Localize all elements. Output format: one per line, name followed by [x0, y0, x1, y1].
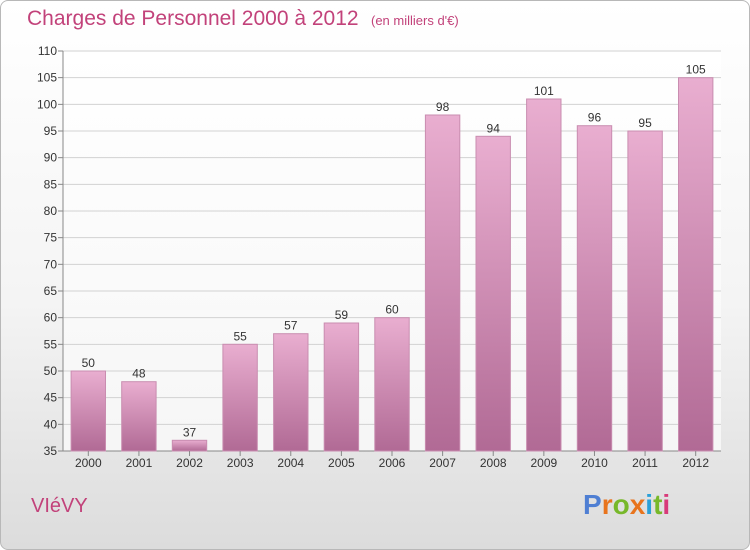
y-tick-label: 40	[44, 417, 58, 431]
data-label-2008: 94	[487, 121, 501, 135]
y-tick-label: 110	[38, 44, 57, 58]
x-tick-label-2003: 2003	[227, 456, 254, 470]
x-tick-label-2004: 2004	[277, 456, 304, 470]
x-tick-label-2010: 2010	[581, 456, 608, 470]
x-tick-label-2007: 2007	[429, 456, 456, 470]
bar-2002	[171, 439, 208, 452]
bar-2011	[627, 130, 663, 452]
bar-2008	[475, 135, 511, 452]
bar-2000	[70, 370, 106, 452]
y-tick-label: 75	[44, 231, 58, 245]
x-tick-label-2011: 2011	[632, 456, 658, 470]
data-label-2005: 59	[335, 308, 349, 322]
bar-2005	[323, 322, 360, 452]
data-label-2001: 48	[132, 367, 146, 381]
x-tick-label-2005: 2005	[328, 456, 355, 470]
logo-letter: i	[662, 489, 671, 520]
bar-2006	[374, 317, 410, 452]
data-label-2004: 57	[284, 319, 298, 333]
logo-letter: o	[612, 489, 630, 520]
bar-2003	[222, 343, 258, 452]
bar-2004	[273, 333, 309, 452]
data-label-2011: 95	[638, 116, 652, 130]
x-tick-label-2008: 2008	[480, 456, 507, 470]
place-name: VIéVY	[31, 495, 88, 517]
bar-2009	[526, 98, 562, 452]
proxiti-logo: Proxiti	[583, 489, 670, 521]
logo-letter: P	[583, 489, 602, 520]
y-tick-label: 85	[44, 177, 58, 191]
x-tick-label-2009: 2009	[530, 456, 557, 470]
logo-letter: i	[645, 489, 654, 520]
data-label-2012: 105	[686, 63, 706, 77]
logo-letter: r	[601, 489, 613, 520]
data-label-2002: 37	[183, 425, 197, 439]
data-label-2006: 60	[385, 303, 399, 317]
y-tick-label: 65	[44, 284, 58, 298]
unit-note: (en milliers d'€)	[371, 13, 459, 28]
y-tick-label: 55	[44, 337, 58, 351]
x-tick-label-2001: 2001	[126, 456, 153, 470]
bar-2007	[424, 114, 461, 452]
chart-title: Charges de Personnel 2000 à 2012	[27, 7, 359, 30]
y-tick-label: 60	[44, 311, 58, 325]
y-tick-label: 105	[37, 71, 57, 85]
data-label-2000: 50	[82, 356, 96, 370]
y-tick-label: 35	[44, 444, 58, 458]
y-tick-label: 90	[44, 151, 58, 165]
y-tick-label: 50	[44, 364, 58, 378]
logo-letter: x	[629, 489, 646, 520]
y-tick-label: 95	[44, 124, 58, 138]
logo-letter: t	[653, 489, 663, 520]
bar-2001	[121, 381, 157, 452]
data-label-2007: 98	[436, 100, 450, 114]
y-tick-label: 80	[44, 204, 58, 218]
x-tick-label-2012: 2012	[682, 456, 709, 470]
x-tick-label-2000: 2000	[75, 456, 102, 470]
x-tick-label-2002: 2002	[176, 456, 203, 470]
data-label-2009: 101	[534, 84, 554, 98]
data-label-2010: 96	[588, 111, 602, 125]
y-tick-label: 70	[44, 257, 58, 271]
bar-2010	[576, 125, 613, 452]
x-tick-label-2006: 2006	[379, 456, 406, 470]
y-tick-label: 100	[37, 97, 57, 111]
data-label-2003: 55	[233, 329, 247, 343]
y-tick-label: 45	[44, 391, 58, 405]
bar-2012	[678, 77, 714, 452]
